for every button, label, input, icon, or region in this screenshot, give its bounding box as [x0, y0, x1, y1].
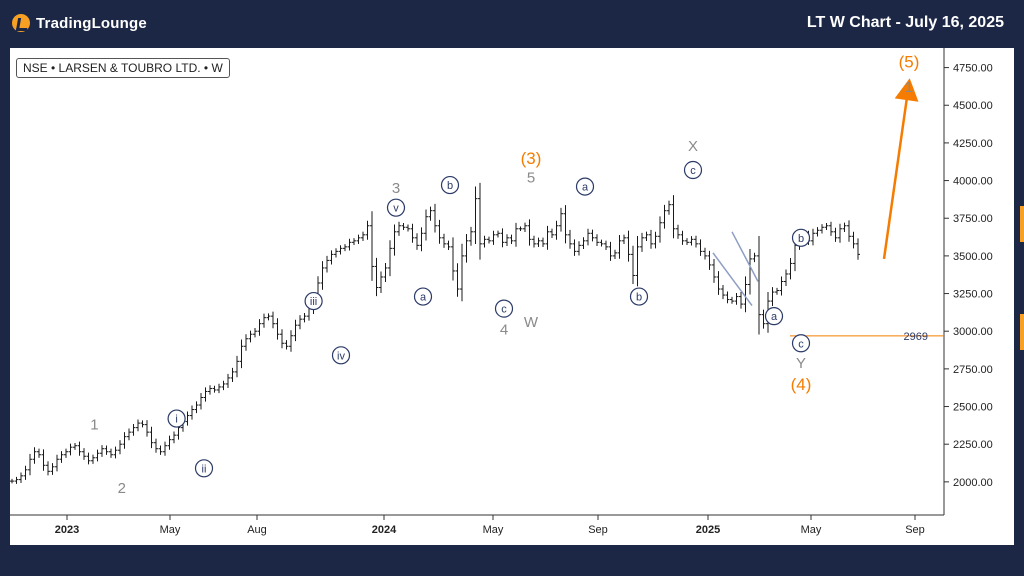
y-tick-label: 4750.00: [953, 63, 993, 75]
wave-circle-label: c: [690, 165, 696, 177]
wave-circle-marker: [413, 287, 433, 306]
wave-orange-label: (5): [899, 53, 920, 72]
projection-arrow: [882, 90, 910, 260]
x-tick-label: 2025: [696, 524, 720, 536]
y-tick-label: 3250.00: [953, 289, 993, 301]
wave-circle-label: iii: [310, 296, 317, 308]
wave-gray-label: 1: [90, 417, 98, 434]
wave-circle-marker: [386, 198, 406, 217]
wave-circle-label: a: [582, 182, 589, 194]
wave-circle-label: b: [447, 180, 453, 192]
wave-circle-marker: [331, 346, 351, 365]
wave-circle-marker: [791, 228, 811, 247]
wave-circle-label: a: [771, 311, 778, 323]
wave-gray-label: 2: [118, 480, 126, 497]
wave-circle-marker: [764, 307, 784, 326]
wave-circle-marker: [575, 177, 595, 196]
x-tick-label: May: [801, 524, 822, 536]
wave-circle-label: c: [501, 304, 507, 316]
wave-circle-label: b: [636, 292, 642, 304]
wave-gray-label: 4: [500, 322, 508, 339]
wave-circle-marker: [167, 409, 186, 428]
wave-circle-marker: [494, 299, 514, 318]
wave-gray-label: Y: [796, 355, 806, 372]
symbol-label: NSE • LARSEN & TOUBRO LTD. • W: [16, 58, 230, 78]
wave-gray-label: X: [688, 138, 698, 155]
x-tick-label: 2023: [55, 524, 79, 536]
wave-circle-label: ii: [202, 463, 207, 475]
arrow-head: [894, 78, 919, 102]
wave-circle-marker: [791, 334, 811, 353]
y-tick-label: 2250.00: [953, 439, 993, 451]
wave-orange-label: (3): [521, 149, 542, 168]
top-bar: TradingLounge LT W Chart - July 16, 2025: [0, 0, 1024, 46]
y-tick-label: 4500.00: [953, 100, 993, 112]
y-tick-label: 2500.00: [953, 402, 993, 414]
trendline: [712, 252, 753, 307]
wave-circle-label: i: [175, 414, 177, 426]
wave-gray-label: 3: [392, 180, 400, 197]
x-tick-label: 2024: [372, 524, 397, 536]
wave-gray-label: 5: [527, 170, 535, 187]
logo-icon: [12, 14, 30, 32]
level-label: 2969: [904, 331, 928, 343]
x-tick-label: May: [160, 524, 181, 536]
y-tick-label: 3000.00: [953, 326, 993, 338]
right-edge-accent: [1020, 314, 1024, 350]
y-tick-label: 4000.00: [953, 176, 993, 188]
brand-logo: TradingLounge: [12, 12, 147, 34]
wave-circle-marker: [440, 175, 460, 195]
y-tick-label: 3750.00: [953, 213, 993, 225]
wave-circle-label: iv: [337, 350, 345, 362]
wave-circle-marker: [194, 459, 214, 478]
y-tick-label: 2000.00: [953, 477, 993, 489]
wave-circle-label: v: [393, 203, 399, 215]
y-tick-label: 4250.00: [953, 138, 993, 150]
wave-circle-label: b: [798, 233, 804, 245]
right-edge-accent: [1020, 206, 1024, 242]
x-tick-label: Aug: [247, 524, 267, 536]
brand-name: TradingLounge: [36, 14, 147, 32]
wave-gray-label: 1: [905, 79, 913, 96]
trendline: [731, 231, 759, 282]
chart-header-title: LT W Chart - July 16, 2025: [806, 14, 1004, 31]
wave-orange-label: (4): [791, 375, 812, 394]
wave-circle-marker: [683, 160, 703, 180]
y-tick-label: 3500.00: [953, 251, 993, 263]
chart-panel: [10, 48, 1014, 545]
x-tick-label: May: [483, 524, 504, 536]
y-tick-label: 2750.00: [953, 364, 993, 376]
wave-gray-label: W: [524, 314, 539, 331]
wave-circle-label: a: [420, 292, 427, 304]
wave-circle-marker: [629, 287, 649, 306]
x-tick-label: Sep: [905, 524, 925, 536]
x-tick-label: Sep: [588, 524, 608, 536]
wave-circle-label: c: [798, 338, 804, 350]
wave-circle-marker: [304, 291, 323, 311]
